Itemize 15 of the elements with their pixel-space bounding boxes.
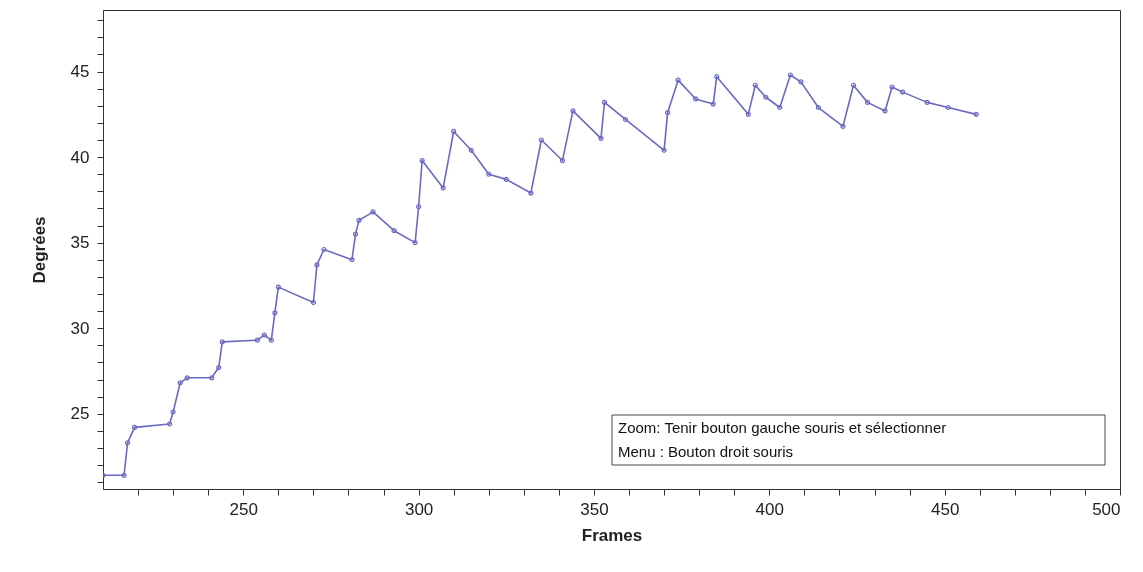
y-tick-label: 35 [70,233,90,253]
y-tick-label: 30 [70,318,90,338]
x-tick-label: 250 [229,499,258,519]
y-tick-label: 45 [70,62,90,82]
x-tick-label: 300 [404,499,434,519]
y-tick-label: 25 [70,404,90,424]
y-tick-label: 40 [70,147,90,167]
x-axis-title: Frames [581,525,643,545]
x-tick-label: 400 [755,499,784,519]
annotation: Zoom: Tenir bouton gauche souris et sélectionner [618,419,947,436]
x-tick-label: 350 [580,499,609,519]
x-tick-label: 500 [1092,499,1121,519]
annotation: Menu : Bouton droit souris [618,443,794,460]
x-tick-label: 450 [930,499,960,519]
y-axis-title: Degrées [29,216,49,284]
